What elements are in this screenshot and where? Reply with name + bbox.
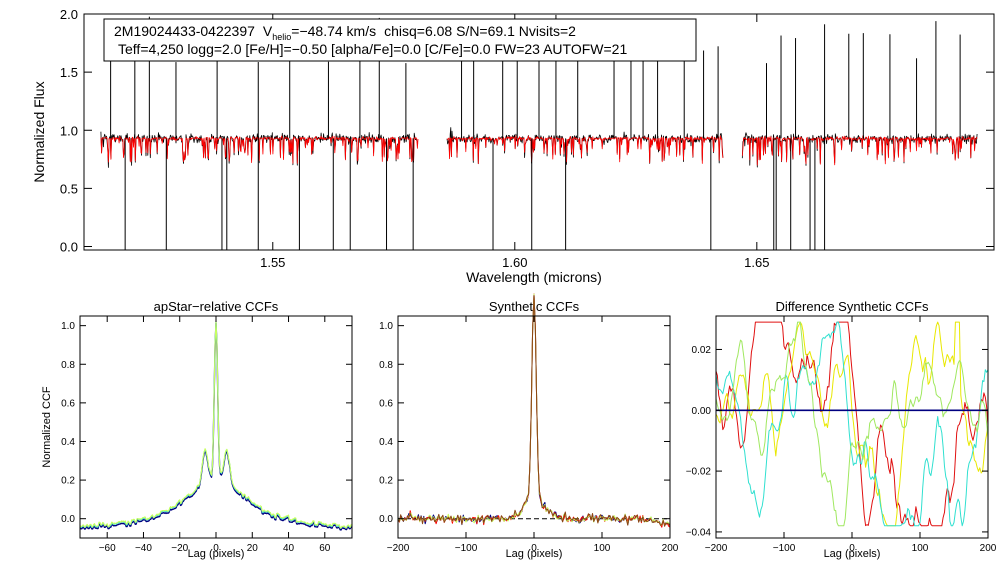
difference-ccf-xtick-label: −100 (773, 543, 796, 554)
difference-ccf-line-diff-cyan (715, 321, 989, 527)
spectrum-ticks: 1.55 1.60 1.65 0.0 0.5 1.0 1.5 2.0 (60, 7, 994, 270)
difference-ccf-ytick-label: −0.04 (686, 527, 712, 538)
synthetic-ccf-line-visit-2 (397, 293, 671, 528)
apstar-ccf-xtick-label: 40 (283, 543, 295, 554)
apstar-ccf-line-visit-1 (79, 322, 352, 531)
synthetic-ccf-line-visit-4 (397, 295, 671, 527)
synthetic-ccf-ytick-label: 0.2 (379, 476, 393, 487)
apstar-ccf-line-visit-2 (79, 320, 353, 529)
synthetic-ccf-ytick-label: 0.8 (379, 360, 393, 371)
spectrum-observed-line (446, 127, 724, 165)
spectrum-panel: 1.55 1.60 1.65 0.0 0.5 1.0 1.5 2.0 Wavelength (… (31, 7, 995, 285)
apstar-ccf-title: apStar−relative CCFs (154, 299, 279, 314)
apstar-ccf-series (79, 320, 353, 531)
info-box (103, 18, 697, 62)
fit-stats: chisq=6.08 S/N=69.1 Nvisits=2 (384, 23, 576, 39)
synthetic-ccf-line-visit-1 (397, 293, 671, 526)
synthetic-ccf-panel: Synthetic CCFs −200 −100 0 100 2000.00.20.40… (379, 293, 679, 560)
synthetic-ccf-ytick-label: 1.0 (379, 321, 393, 332)
synthetic-ccf-frame (397, 315, 671, 539)
difference-ccf-ticks: −200 −100 0 100 200 −0.04 −0.02 0.00 0.02 (686, 316, 997, 554)
apstar-ccf-xtick-label: 0 (213, 543, 219, 554)
apstar-ccf-line-visit-3 (79, 320, 353, 529)
vhelio-subscript: helio (272, 32, 291, 42)
synthetic-ccf-ytick-label: 0.4 (379, 437, 393, 448)
difference-ccf-ytick-label: 0.02 (692, 345, 712, 356)
star-id: 2M19024433-0422397 (114, 23, 255, 39)
vhelio-value: =−48.74 km/s (291, 23, 376, 39)
spectrum-ytick-label: 0.0 (60, 240, 78, 255)
apstar-ccf-xtick-label: 60 (319, 543, 331, 554)
apstar-ccf-panel: apStar−relative CCFs −60 −40 −20 0 20 40 60 0.0… (41, 299, 353, 560)
apstar-ccf-ytick-label: 0.6 (61, 398, 75, 409)
vhelio-label: V (263, 23, 273, 39)
difference-ccf-line-diff-red (715, 321, 989, 527)
difference-ccf-xlabel: Lag (pixels) (824, 548, 881, 560)
apstar-ccf-ytick-label: 0.2 (61, 476, 75, 487)
synthetic-ccf-xtick-label: 100 (594, 543, 611, 554)
info-line-2: Teff=4,250 logg=2.0 [Fe/H]=−0.50 [alpha/… (118, 41, 627, 57)
difference-ccf-line-diff-yellow (715, 321, 989, 527)
apstar-ccf-xtick-label: −60 (99, 543, 116, 554)
spectrum-xlabel: Wavelength (microns) (466, 269, 602, 285)
apstar-ccf-xlabel: Lag (pixels) (188, 548, 245, 560)
synthetic-ccf-xtick-label: −100 (455, 543, 478, 554)
synthetic-ccf-series (397, 293, 671, 528)
apstar-ccf-ticks: −60 −40 −20 0 20 40 60 0.0 0.2 0.4 0.6 0.8 1.0 (61, 316, 352, 554)
apstar-ccf-xtick-label: −40 (135, 543, 152, 554)
synthetic-ccf-xtick-label: 200 (662, 543, 679, 554)
apstar-ccf-frame (79, 315, 353, 539)
synthetic-ccf-line-visit-3 (397, 293, 671, 527)
difference-ccf-line-diff-green (715, 321, 989, 527)
info-line-1: 2M19024433-0422397 Vhelio=−48.74 km/s chis… (114, 23, 576, 42)
apstar-ccf-xtick-label: 20 (247, 543, 259, 554)
synthetic-ccf-ticks: −200 −100 0 100 200 0.0 0.2 0.4 0.6 0.8 1.0 (379, 316, 679, 554)
synthetic-ccf-ytick-label: 0.6 (379, 398, 393, 409)
apstar-ccf-xtick-label: −20 (171, 543, 188, 554)
apstar-ccf-ytick-label: 1.0 (61, 321, 75, 332)
synthetic-ccf-xtick-label: −200 (387, 543, 410, 554)
difference-ccf-xtick-label: 200 (980, 543, 997, 554)
difference-ccf-xtick-label: −200 (705, 543, 728, 554)
spectrum-xtick-label: 1.65 (744, 255, 769, 270)
synthetic-ccf-xtick-label: 0 (531, 543, 537, 554)
spectrum-ytick-label: 1.0 (60, 123, 78, 138)
synthetic-ccf-xlabel: Lag (pixels) (506, 548, 563, 560)
synthetic-ccf-ytick-label: 0.0 (379, 514, 393, 525)
spectrum-ylabel: Normalized Flux (31, 81, 47, 182)
spectrum-xtick-label: 1.60 (502, 255, 527, 270)
difference-ccf-title: Difference Synthetic CCFs (776, 299, 929, 314)
difference-ccf-ytick-label: 0.00 (692, 406, 712, 417)
spectrum-model-line (100, 135, 419, 164)
apstar-ccf-ytick-label: 0.4 (61, 437, 75, 448)
spectrum-xtick-label: 1.55 (260, 255, 285, 270)
apstar-ccf-ytick-label: 0.0 (61, 514, 75, 525)
difference-ccf-xtick-label: 100 (912, 543, 929, 554)
spectrum-ytick-label: 0.5 (60, 181, 78, 196)
apstar-ccf-ylabel: Normalized CCF (41, 386, 53, 468)
difference-ccf-series (715, 321, 989, 527)
apstar-ccf-ytick-label: 0.8 (61, 360, 75, 371)
difference-ccf-panel: Difference Synthetic CCFs −200 −100 0 100 20… (686, 299, 997, 560)
spectrum-ytick-label: 1.5 (60, 65, 78, 80)
difference-ccf-ytick-label: −0.02 (686, 467, 712, 478)
spectrum-ytick-label: 2.0 (60, 7, 78, 22)
spectrum-frame (83, 13, 995, 251)
spectrum-model-line (741, 135, 978, 166)
difference-ccf-xtick-label: 0 (849, 543, 855, 554)
